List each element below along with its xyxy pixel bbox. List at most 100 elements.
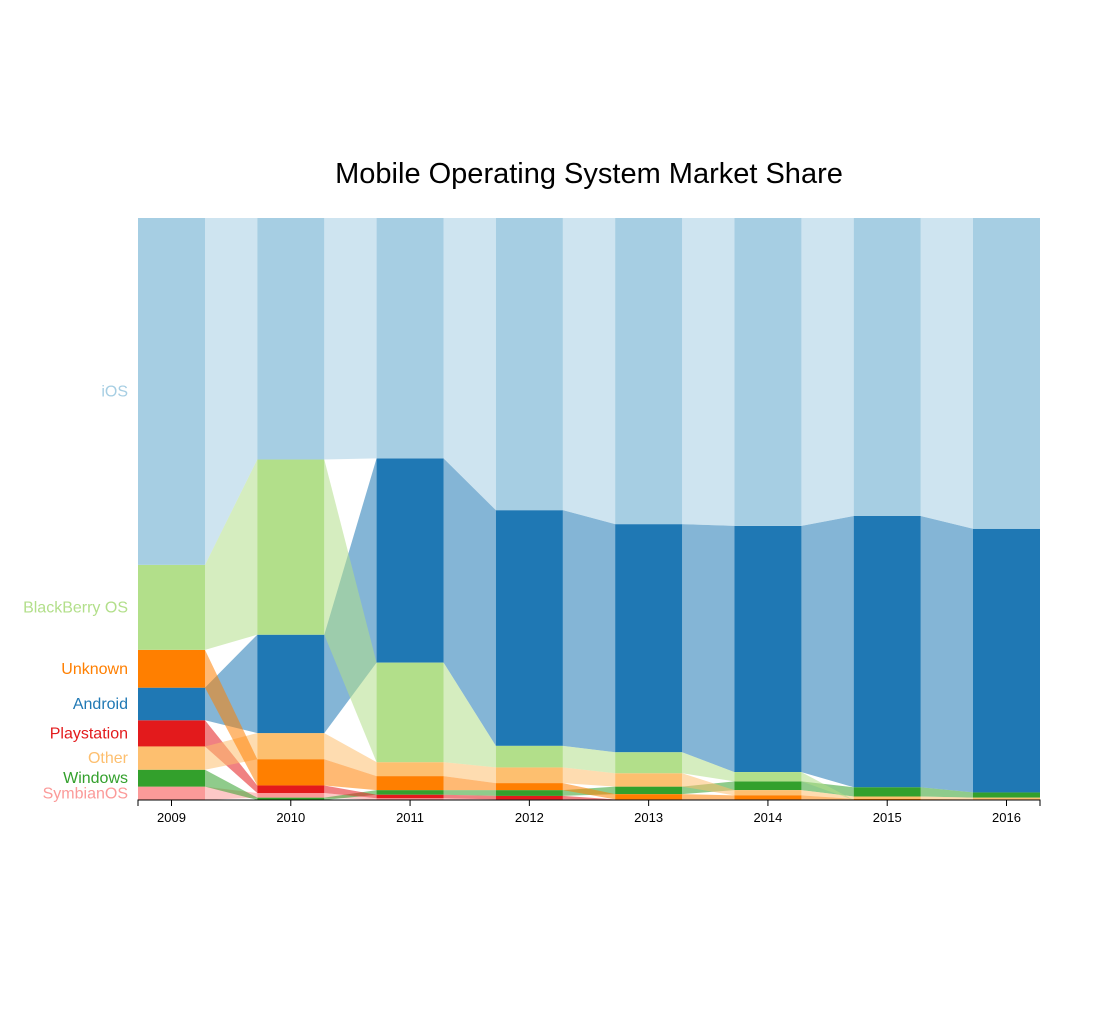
bar-playstation-2010 <box>257 785 325 794</box>
bar-playstation-2011 <box>376 794 444 799</box>
bar-symbianos-2011 <box>376 798 444 800</box>
series-label-windows: Windows <box>63 770 128 787</box>
bar-ios-2011 <box>376 218 444 459</box>
link-blackberry-os-2012-2013 <box>562 745 616 774</box>
bar-other-2012 <box>495 767 563 784</box>
series-label-unknown: Unknown <box>61 661 128 678</box>
bar-ios-2016 <box>973 218 1040 529</box>
link-android-2013-2014 <box>682 524 735 773</box>
link-windows-2009-2010 <box>205 769 258 800</box>
link-ios-2014-2015 <box>801 218 854 526</box>
bar-blackberry-os-2010 <box>257 459 325 635</box>
bar-android-2012 <box>495 510 563 746</box>
link-playstation-2012-2013 <box>562 795 616 800</box>
link-ios-2009-2010 <box>205 218 258 565</box>
bar-android-2013 <box>615 524 683 753</box>
link-ios-2011-2012 <box>443 218 496 511</box>
bar-blackberry-os-2009 <box>138 564 205 650</box>
bar-blackberry-os-2011 <box>376 662 444 763</box>
bar-unknown-2015 <box>853 798 921 800</box>
bar-symbianos-2010 <box>257 793 325 798</box>
link-ios-2015-2016 <box>920 218 973 529</box>
link-blackberry-os-2011-2012 <box>443 662 496 768</box>
link-unknown-2011-2012 <box>443 776 496 791</box>
bar-ios-2010 <box>257 218 325 460</box>
series-label-playstation: Playstation <box>50 725 128 742</box>
series-label-other: Other <box>88 750 129 767</box>
x-tick-label-2012: 2012 <box>515 810 544 825</box>
bar-other-2014 <box>734 790 802 796</box>
link-layer <box>205 218 973 800</box>
series-label-android: Android <box>73 696 128 713</box>
link-android-2012-2013 <box>562 510 616 753</box>
x-tick-label-2015: 2015 <box>873 810 902 825</box>
link-unknown-2013-2014 <box>682 794 735 800</box>
link-other-2011-2012 <box>443 762 496 784</box>
link-windows-2011-2012 <box>443 790 496 796</box>
bar-windows-2015 <box>853 787 921 797</box>
bar-symbianos-2009 <box>138 786 205 800</box>
bar-android-2009 <box>138 687 205 721</box>
bar-windows-2009 <box>138 769 205 787</box>
x-tick-label-2011: 2011 <box>396 810 424 825</box>
x-axis-line <box>137 799 1041 806</box>
bar-windows-2016 <box>973 792 1040 798</box>
bar-other-2016 <box>973 797 1040 800</box>
bar-ios-2014 <box>734 218 802 526</box>
series-label-blackberry-os: BlackBerry OS <box>23 599 128 616</box>
bar-windows-2014 <box>734 781 802 791</box>
bar-windows-2010 <box>257 797 325 800</box>
bar-other-2009 <box>138 746 205 770</box>
bar-other-2010 <box>257 733 325 760</box>
bar-windows-2013 <box>615 786 683 795</box>
bar-playstation-2009 <box>138 720 205 747</box>
link-windows-2015-2016 <box>920 787 973 798</box>
link-unknown-2009-2010 <box>205 649 258 786</box>
bar-unknown-2010 <box>257 759 325 786</box>
link-other-2014-2015 <box>801 790 854 799</box>
bar-blackberry-os-2013 <box>615 752 683 774</box>
bar-ios-2013 <box>615 218 683 525</box>
bar-other-2013 <box>615 773 683 787</box>
link-other-2012-2013 <box>562 767 616 787</box>
bar-blackberry-os-2012 <box>495 745 563 768</box>
bar-other-2015 <box>853 796 921 799</box>
bar-android-2016 <box>973 528 1040 793</box>
bar-unknown-2011 <box>376 776 444 791</box>
bar-ios-2012 <box>495 218 563 511</box>
bar-playstation-2012 <box>495 795 563 800</box>
link-blackberry-os-2014-2015 <box>801 772 854 800</box>
x-tick-label-2016: 2016 <box>992 810 1021 825</box>
series-label-symbianos: SymbianOS <box>43 785 128 802</box>
x-tick-label-2010: 2010 <box>276 810 305 825</box>
bar-unknown-2013 <box>615 794 683 800</box>
link-ios-2012-2013 <box>562 218 616 525</box>
link-unknown-2012-2013 <box>562 783 616 800</box>
bar-layer <box>138 218 1040 800</box>
x-tick-label-2013: 2013 <box>634 810 663 825</box>
bar-android-2014 <box>734 525 802 773</box>
link-android-2011-2012 <box>443 458 496 746</box>
link-unknown-2014-2015 <box>801 795 854 800</box>
series-label-ios: iOS <box>101 383 128 400</box>
bar-unknown-2009 <box>138 649 205 688</box>
bar-windows-2011 <box>376 790 444 795</box>
link-ios-2010-2011 <box>324 218 377 460</box>
bar-android-2010 <box>257 634 325 734</box>
link-android-2014-2015 <box>801 515 854 788</box>
bar-android-2015 <box>853 515 921 788</box>
link-playstation-2010-2011 <box>324 785 377 799</box>
bar-windows-2012 <box>495 790 563 796</box>
link-blackberry-os-2010-2011 <box>324 459 377 763</box>
bar-ios-2009 <box>138 218 205 565</box>
link-unknown-2010-2011 <box>324 759 377 791</box>
x-tick-label-2009: 2009 <box>157 810 186 825</box>
link-other-2010-2011 <box>324 733 377 777</box>
bar-blackberry-os-2014 <box>734 772 802 782</box>
bar-ios-2015 <box>853 218 921 516</box>
bar-unknown-2014 <box>734 795 802 800</box>
bar-android-2011 <box>376 458 444 663</box>
